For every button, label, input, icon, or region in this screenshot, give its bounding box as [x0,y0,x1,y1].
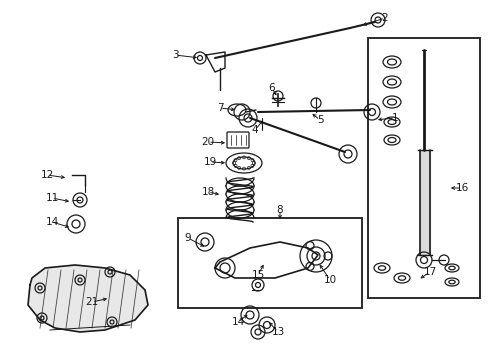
Bar [178,218,361,308]
Text: 5: 5 [316,115,323,125]
Text: 9: 9 [184,233,191,243]
Text: 16: 16 [454,183,468,193]
Text: 15: 15 [251,270,264,280]
Text: 6: 6 [268,83,275,93]
Polygon shape [28,265,148,332]
Text: 18: 18 [201,187,214,197]
Text: 8: 8 [276,205,283,215]
Text: 7: 7 [216,103,223,113]
Text: 12: 12 [41,170,54,180]
Text: 2: 2 [381,13,387,23]
Text: 3: 3 [171,50,178,60]
Text: 17: 17 [423,267,436,277]
Bar [367,38,479,298]
Text: 1: 1 [391,113,398,123]
Text: 4: 4 [251,125,258,135]
Text: 21: 21 [85,297,99,307]
Text: 19: 19 [203,157,216,167]
Text: 13: 13 [271,327,284,337]
Text: 10: 10 [323,275,336,285]
Text: 14: 14 [231,317,244,327]
Text: 14: 14 [45,217,59,227]
Text: 20: 20 [201,137,214,147]
Text: 11: 11 [45,193,59,203]
